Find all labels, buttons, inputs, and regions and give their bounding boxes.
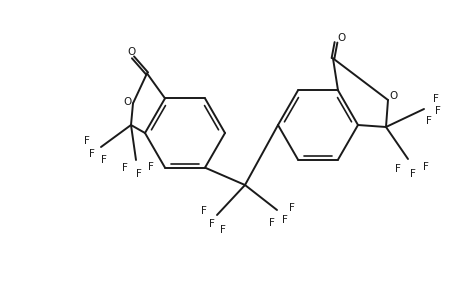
Text: F: F [426, 116, 432, 126]
Text: F: F [269, 218, 275, 228]
Text: F: F [395, 164, 401, 174]
Text: F: F [209, 219, 215, 229]
Text: F: F [201, 206, 207, 216]
Text: F: F [136, 169, 142, 179]
Text: F: F [282, 215, 288, 225]
Text: F: F [433, 94, 439, 104]
Text: F: F [122, 163, 128, 173]
Text: F: F [84, 136, 90, 146]
Text: O: O [390, 91, 398, 101]
Text: F: F [148, 162, 154, 172]
Text: F: F [101, 155, 107, 165]
Text: O: O [123, 97, 131, 107]
Text: O: O [128, 47, 136, 57]
Text: F: F [423, 162, 429, 172]
Text: F: F [435, 106, 441, 116]
Text: F: F [410, 169, 416, 179]
Text: F: F [289, 203, 295, 213]
Text: O: O [337, 33, 345, 43]
Text: F: F [220, 225, 226, 235]
Text: F: F [89, 149, 95, 159]
